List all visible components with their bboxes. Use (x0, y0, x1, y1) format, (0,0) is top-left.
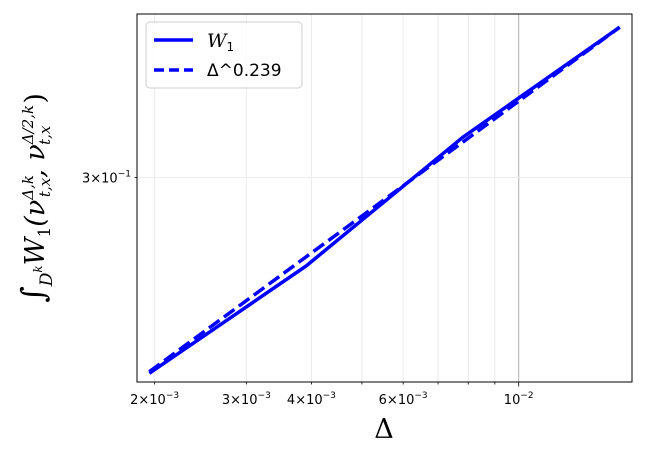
x-tick-label: 2×10−3 (130, 391, 179, 408)
plot-area-frame (136, 13, 633, 383)
x-tick-label: 10−2 (504, 391, 534, 408)
x-tick-label: 6×10−3 (379, 391, 428, 408)
y-tick-label: 3×10−1 (82, 170, 131, 187)
y-axis-label: ∫DkW1(νΔ,kt,x, νΔ/2,kt,x) (14, 93, 57, 303)
x-tick-label: 4×10−3 (287, 391, 336, 408)
x-tick-label: 3×10−3 (222, 391, 271, 408)
series-lines (148, 25, 621, 375)
axis-ticks (134, 177, 520, 387)
legend: W1 Δ^0.239 (145, 21, 303, 89)
legend-label-w1: W1 (207, 30, 234, 54)
axis-labels: 2×10−3 3×10−3 4×10−3 6×10−3 10−2 3×10−1 Δ ∫DkW1… (14, 93, 534, 445)
x-axis-label: Δ (374, 414, 394, 445)
legend-label-power-fit: Δ^0.239 (207, 61, 282, 81)
series-line-power-fit (148, 25, 621, 374)
